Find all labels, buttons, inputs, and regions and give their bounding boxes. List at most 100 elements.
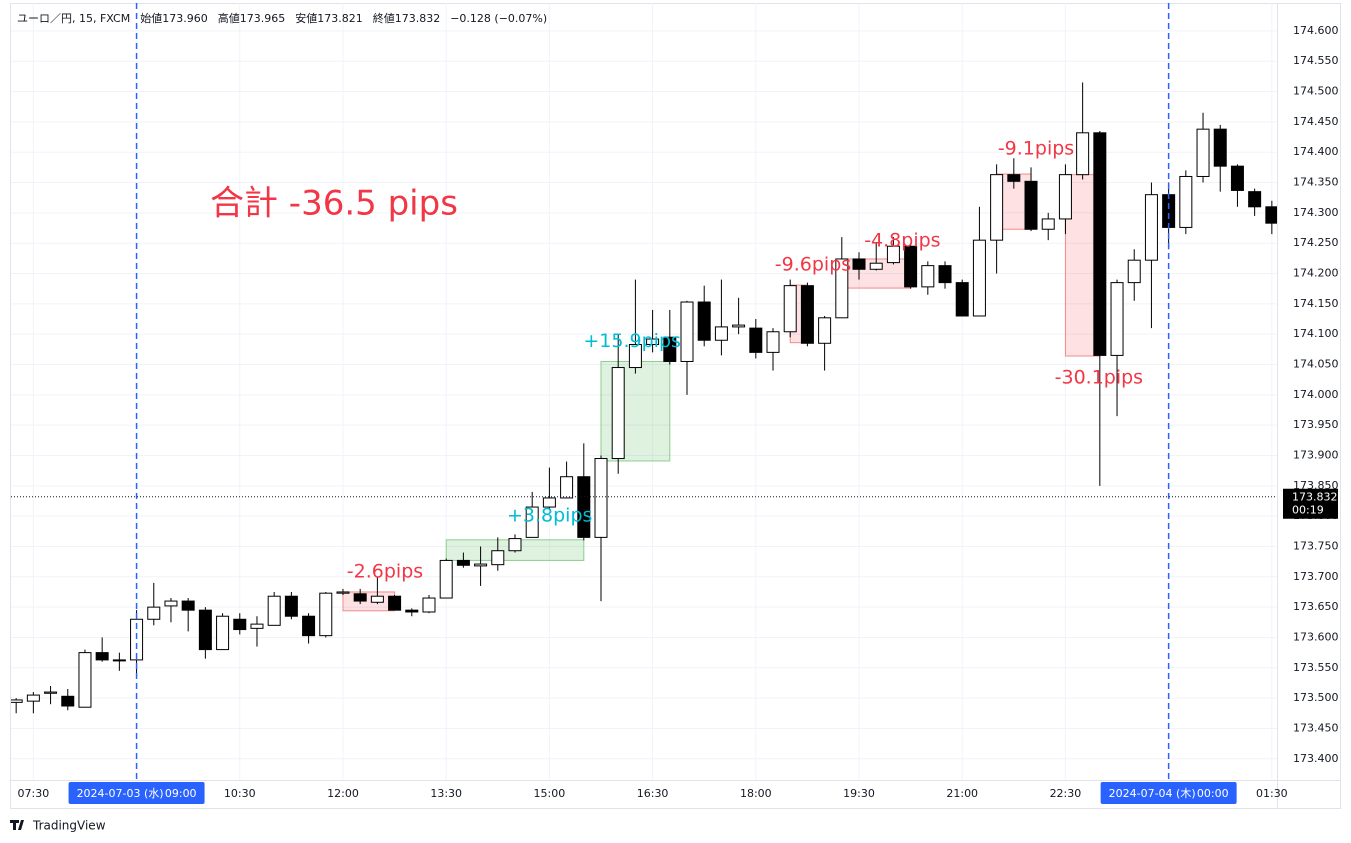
candle-body	[852, 258, 866, 270]
brand-logo	[10, 820, 24, 830]
candle-body	[78, 652, 92, 708]
x-tick-label: 07:30	[18, 787, 50, 800]
y-tick-label: 173.850	[1293, 479, 1339, 492]
chart-frame	[10, 3, 1341, 809]
candle-body	[1144, 194, 1158, 261]
candle-body	[284, 595, 298, 617]
candle-body	[938, 265, 952, 284]
candle-body	[1058, 174, 1072, 220]
candle-body	[44, 691, 58, 694]
last-price-label: 173.832	[1292, 491, 1338, 504]
candle-body	[130, 618, 144, 661]
session-date: 2024-07-03 (水)	[77, 787, 164, 800]
y-tick-label: 174.250	[1293, 236, 1339, 249]
x-tick-label: 19:30	[843, 787, 875, 800]
candle-body	[233, 618, 247, 631]
y-tick-label: 174.450	[1293, 115, 1339, 128]
candle-body	[904, 245, 918, 288]
candle-body	[990, 174, 1004, 241]
x-tick-label: 18:00	[740, 787, 772, 800]
y-tick-label: 174.600	[1293, 24, 1339, 37]
candle-body	[818, 317, 832, 344]
session-time: 09:00	[165, 787, 197, 800]
candle-body	[198, 609, 212, 651]
candle-body	[680, 301, 694, 362]
legend-header: ユーロ／円, 15, FXCM 始値173.960 高値173.965 安値173.8…	[17, 11, 547, 25]
candle-body	[422, 597, 436, 613]
candle-body	[766, 331, 780, 353]
ohlc-label: 始値	[140, 11, 162, 25]
candle-body	[886, 245, 900, 264]
candle-body	[267, 595, 281, 626]
y-tick-label: 173.500	[1293, 691, 1339, 704]
trade-label: -9.1pips	[998, 138, 1074, 160]
trade-label: -4.8pips	[864, 229, 940, 251]
ohlc-value: 173.832	[395, 12, 441, 25]
x-tick-label: 16:30	[637, 787, 669, 800]
brand: TradingView	[10, 819, 106, 833]
candle-body	[216, 615, 230, 651]
x-tick-label: 21:00	[946, 787, 978, 800]
candle-body	[95, 652, 109, 661]
candle-body	[1076, 132, 1090, 176]
ohlc-label: 高値	[218, 11, 240, 25]
candle-body	[1024, 180, 1038, 230]
trade-label: -9.6pips	[775, 254, 851, 276]
y-tick-label: 173.400	[1293, 752, 1339, 765]
trade-label: +3.8pips	[507, 504, 592, 526]
y-tick-label: 174.550	[1293, 54, 1339, 67]
candle-body	[1196, 128, 1210, 177]
candle-body	[972, 239, 986, 317]
candle-body	[147, 606, 161, 620]
y-tick-label: 173.550	[1293, 661, 1339, 674]
candle-body	[749, 327, 763, 353]
countdown: 00:19	[1292, 504, 1324, 517]
trade-box	[600, 360, 671, 462]
candle-body	[542, 497, 556, 508]
candle-body	[1230, 165, 1244, 191]
y-tick-label: 174.500	[1293, 85, 1339, 98]
candle-body	[336, 591, 350, 594]
ohlc-value: 173.965	[240, 12, 286, 25]
y-tick-label: 173.950	[1293, 418, 1339, 431]
y-tick-label: 174.100	[1293, 327, 1339, 340]
candle-body	[439, 559, 453, 599]
x-tick-label: 13:30	[430, 787, 462, 800]
session-time: 00:00	[1197, 787, 1229, 800]
candle-body	[525, 506, 539, 538]
candle-body	[646, 338, 660, 345]
trade-label: -30.1pips	[1055, 367, 1143, 389]
change: −0.128 (−0.07%)	[450, 12, 547, 25]
x-tick-label: 01:30	[1256, 787, 1288, 800]
trade-label: +15.9pips	[583, 330, 681, 352]
candle-body	[1179, 175, 1193, 228]
y-tick-label: 174.000	[1293, 388, 1339, 401]
candle-body	[732, 324, 746, 328]
x-tick-label: 10:30	[224, 787, 256, 800]
trade-label: -2.6pips	[347, 560, 423, 582]
symbol: ユーロ／円, 15, FXCM	[17, 12, 130, 25]
candle-body	[474, 563, 488, 567]
candle-body	[594, 458, 608, 538]
candle-body	[577, 476, 591, 538]
y-tick-label: 173.600	[1293, 630, 1339, 643]
candle-body	[370, 595, 384, 603]
ohlc-value: 173.960	[162, 12, 208, 25]
candle-body	[921, 265, 935, 288]
candle-body	[1093, 132, 1107, 356]
candle-body	[560, 476, 574, 499]
candle-body	[61, 695, 75, 707]
total-annotation: 合計 -36.5 pips	[210, 184, 458, 224]
y-tick-label: 174.350	[1293, 176, 1339, 189]
x-tick-label: 15:00	[534, 787, 566, 800]
session-label-bg	[1100, 782, 1237, 804]
y-tick-label: 174.050	[1293, 358, 1339, 371]
candle-body	[388, 595, 402, 611]
candle-body	[869, 262, 883, 270]
candle-body	[1265, 206, 1277, 224]
candle-body	[611, 367, 625, 460]
ohlc-label: 終値	[373, 11, 395, 25]
candle-body	[714, 326, 728, 341]
y-tick-label: 173.450	[1293, 721, 1339, 734]
